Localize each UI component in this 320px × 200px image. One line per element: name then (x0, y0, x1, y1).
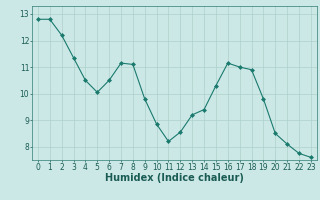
X-axis label: Humidex (Indice chaleur): Humidex (Indice chaleur) (105, 173, 244, 183)
